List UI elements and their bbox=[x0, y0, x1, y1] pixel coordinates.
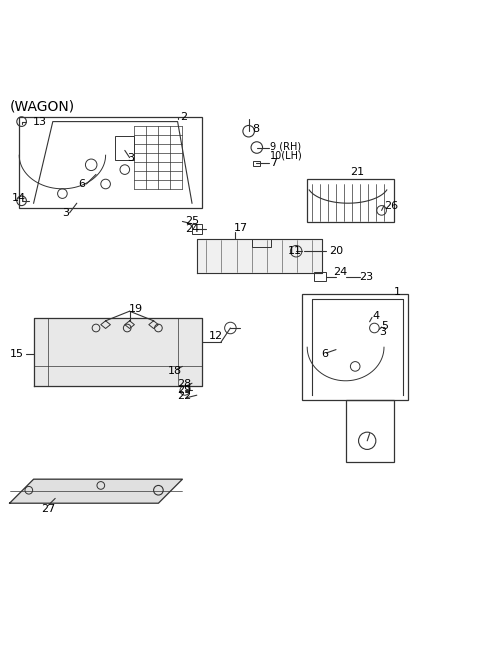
Text: 17: 17 bbox=[234, 223, 248, 233]
Text: 19: 19 bbox=[129, 304, 143, 314]
Bar bbox=[253, 161, 260, 166]
Bar bbox=[252, 239, 271, 247]
Text: 12: 12 bbox=[209, 331, 223, 341]
Text: 26: 26 bbox=[384, 201, 398, 211]
Text: 18: 18 bbox=[168, 366, 182, 376]
Text: 22: 22 bbox=[177, 391, 191, 401]
Bar bbox=[302, 295, 408, 400]
Text: 20: 20 bbox=[329, 246, 343, 256]
Text: 6: 6 bbox=[78, 179, 85, 189]
Bar bbox=[314, 272, 326, 281]
Text: 3: 3 bbox=[379, 327, 386, 337]
Text: 6: 6 bbox=[322, 350, 329, 359]
Text: 5: 5 bbox=[382, 321, 389, 331]
Text: 28: 28 bbox=[177, 379, 191, 389]
Text: 24: 24 bbox=[185, 224, 199, 234]
Text: 21: 21 bbox=[350, 167, 364, 177]
Polygon shape bbox=[197, 239, 322, 273]
Text: 11: 11 bbox=[288, 246, 302, 256]
Text: 25: 25 bbox=[185, 216, 199, 226]
Polygon shape bbox=[34, 318, 202, 386]
Text: 13: 13 bbox=[33, 117, 47, 127]
Text: 24: 24 bbox=[334, 267, 348, 277]
Text: 7: 7 bbox=[270, 158, 277, 169]
Bar bbox=[115, 136, 134, 160]
Text: 3: 3 bbox=[62, 208, 70, 218]
Text: 23: 23 bbox=[359, 272, 373, 281]
Text: 15: 15 bbox=[10, 350, 24, 359]
Text: 4: 4 bbox=[372, 311, 379, 321]
Text: 14: 14 bbox=[12, 194, 26, 203]
Text: 2: 2 bbox=[180, 112, 187, 122]
Text: (WAGON): (WAGON) bbox=[10, 100, 75, 114]
Text: 1: 1 bbox=[394, 287, 401, 297]
Bar bbox=[346, 400, 394, 462]
Bar bbox=[307, 179, 394, 222]
Bar bbox=[19, 117, 202, 208]
Bar bbox=[192, 224, 202, 234]
Polygon shape bbox=[10, 479, 182, 503]
Text: 8: 8 bbox=[252, 124, 259, 134]
Text: 3: 3 bbox=[127, 153, 134, 163]
Text: 10(LH): 10(LH) bbox=[270, 150, 302, 160]
Text: 27: 27 bbox=[41, 504, 55, 514]
Text: 29: 29 bbox=[177, 385, 191, 396]
Text: 9 (RH): 9 (RH) bbox=[270, 142, 301, 152]
